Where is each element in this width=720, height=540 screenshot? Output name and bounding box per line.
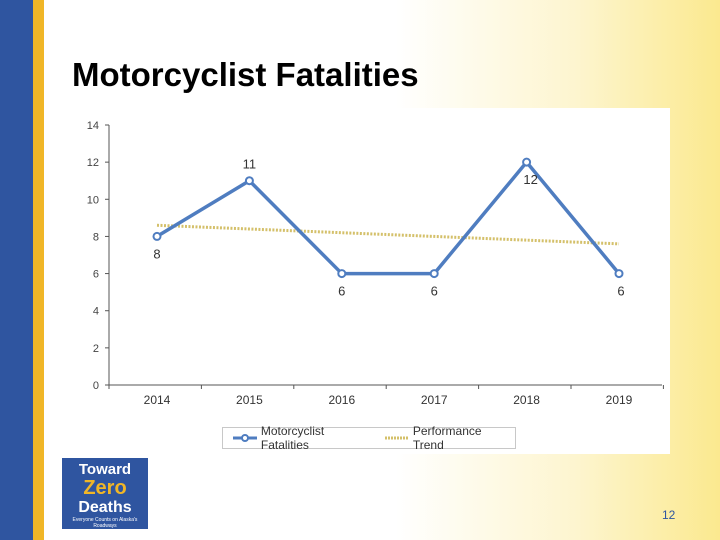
trend-series-line xyxy=(156,223,620,246)
chart-panel xyxy=(76,108,670,454)
x-tick-label: 2015 xyxy=(236,393,263,407)
data-point-marker xyxy=(244,176,254,186)
legend-dotted-line-icon xyxy=(384,436,409,440)
legend-marker-line-icon xyxy=(233,434,257,442)
chart-legend: Motorcyclist Fatalities Performance Tren… xyxy=(222,424,516,452)
y-tick-label: 4 xyxy=(93,306,99,318)
data-label: 6 xyxy=(617,284,624,299)
data-label: 11 xyxy=(243,157,257,172)
legend-label-trend: Performance Trend xyxy=(412,424,482,452)
data-label: 6 xyxy=(431,284,438,299)
y-tick-label: 6 xyxy=(93,269,99,281)
left-accent-bar-blue xyxy=(0,0,33,540)
data-point-marker xyxy=(152,231,162,241)
y-tick-label: 2 xyxy=(93,343,99,355)
y-tick-label: 12 xyxy=(87,157,99,169)
x-tick-label: 2018 xyxy=(513,393,540,407)
data-point-marker xyxy=(429,269,439,279)
y-tick-label: 0 xyxy=(93,380,99,392)
data-point-marker xyxy=(614,269,624,279)
x-tick-label: 2019 xyxy=(606,393,633,407)
x-tick-label: 2017 xyxy=(421,393,448,407)
data-label: 12 xyxy=(523,172,537,187)
legend-item-trend: Performance Trend xyxy=(384,424,515,452)
logo-line-1: Toward xyxy=(78,461,132,478)
page-number: 12 xyxy=(662,508,676,522)
logo-line-3: Deaths xyxy=(78,499,132,516)
slide-title: Motorcyclist Fatalities xyxy=(72,56,419,93)
left-accent-bar-gold xyxy=(33,0,44,540)
data-label: 8 xyxy=(153,246,160,261)
legend-label-fatalities: Motorcyclist Fatalities xyxy=(260,424,325,452)
logo-line-2: Zero xyxy=(83,477,127,499)
toward-zero-deaths-logo: Toward Zero Deaths Everyone Counts on Al… xyxy=(62,458,148,529)
x-tick-label: 2016 xyxy=(328,393,355,407)
y-tick-label: 10 xyxy=(87,194,99,206)
data-point-marker xyxy=(522,157,532,167)
logo-tagline: Everyone Counts on Alaska's Roadways xyxy=(62,517,148,529)
fatalities-series-line xyxy=(156,160,621,276)
legend-item-fatalities: Motorcyclist Fatalities xyxy=(233,424,375,452)
y-tick-label: 8 xyxy=(93,231,99,243)
data-point-marker xyxy=(337,269,347,279)
data-label: 6 xyxy=(338,284,345,299)
x-tick-label: 2014 xyxy=(144,393,171,407)
y-tick-label: 14 xyxy=(87,120,99,132)
